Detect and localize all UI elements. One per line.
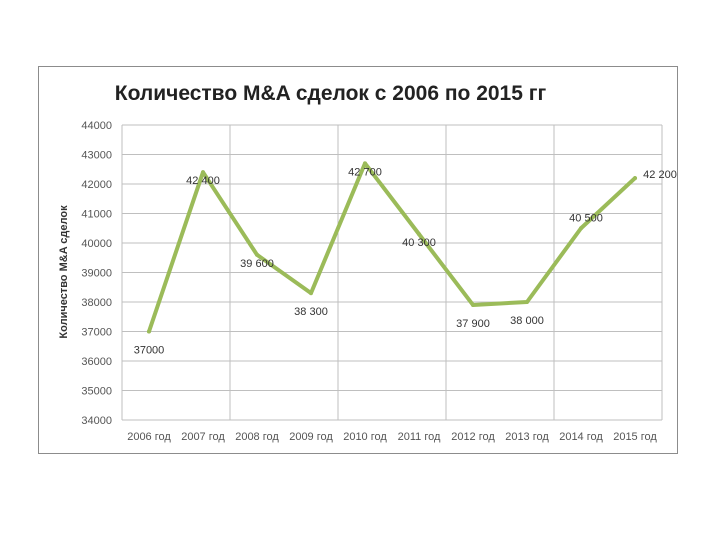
data-label: 40 500 (569, 212, 603, 224)
series-lines (147, 161, 637, 334)
data-label: 38 000 (510, 315, 544, 327)
data-label: 37 900 (456, 318, 490, 330)
y-tick-label: 37000 (81, 327, 112, 339)
x-tick-label: 2011 год (398, 431, 441, 443)
y-tick-label: 40000 (81, 238, 112, 250)
x-tick-label: 2006 год (127, 431, 171, 443)
chart-frame (38, 66, 678, 454)
x-tick-label: 2008 год (235, 431, 279, 443)
y-tick-label: 43000 (81, 150, 112, 162)
x-tick-label: 2009 год (289, 431, 333, 443)
y-tick-label: 44000 (81, 120, 112, 132)
data-point (633, 176, 637, 181)
y-tick-label: 38000 (81, 297, 112, 309)
y-tick-label: 35000 (81, 386, 112, 398)
y-tick-label: 39000 (81, 268, 112, 280)
chart-title: Количество M&A сделок с 2006 по 2015 гг (114, 82, 547, 105)
y-tick-label: 36000 (81, 356, 112, 368)
data-point (363, 161, 367, 166)
x-tick-label: 2013 год (505, 431, 549, 443)
data-point (525, 300, 529, 304)
data-label: 38 300 (294, 306, 328, 318)
x-tick-label: 2014 год (559, 431, 603, 443)
grid-lines (121, 124, 663, 421)
data-label: 42 400 (186, 175, 220, 187)
data-label: 40 300 (402, 237, 436, 249)
y-axis-title: Количество M&A сделок (58, 205, 70, 339)
data-point (579, 226, 583, 231)
x-tick-label: 2010 год (343, 431, 387, 443)
y-tick-label: 34000 (81, 415, 112, 427)
data-point (417, 232, 421, 237)
data-point (147, 329, 151, 334)
y-tick-label: 41000 (81, 209, 112, 221)
data-label: 42 200 (643, 169, 677, 181)
y-axis-ticks: 34000 35000 36000 37000 38000 39000 40000 41000… (81, 120, 112, 427)
x-axis-ticks: 2006 год 2007 год 2008 год 2009 год 2010 год… (127, 431, 657, 443)
series-line (147, 161, 637, 334)
y-tick-label: 42000 (81, 179, 112, 191)
data-point (201, 170, 205, 175)
data-point (255, 252, 259, 257)
data-label: 39 600 (240, 258, 274, 270)
x-tick-label: 2007 год (181, 431, 225, 443)
data-label: 42 700 (348, 166, 382, 178)
data-point (309, 291, 313, 296)
x-tick-label: 2012 год (451, 431, 495, 443)
data-labels: 37000 42 400 39 600 38 300 42 700 40 300 37 90… (134, 166, 677, 356)
x-tick-label: 2015 год (613, 431, 657, 443)
data-label: 37000 (134, 345, 165, 357)
data-point (471, 302, 475, 307)
